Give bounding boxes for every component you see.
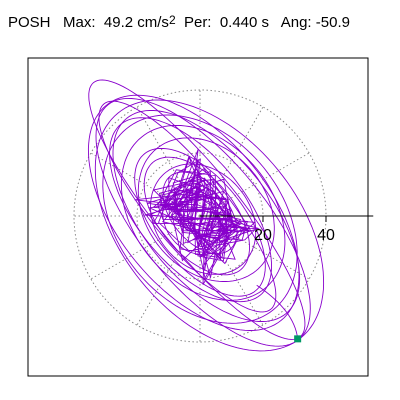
plot-header: POSH Max: 49.2 cm/s2 Per: 0.440 s Ang: -… — [8, 13, 350, 32]
trace-loop-9 — [143, 156, 250, 276]
trace-loop-4 — [102, 114, 298, 324]
trace-loop-8 — [137, 137, 275, 282]
trace-core — [134, 148, 260, 285]
radial-tick-label-20: 20 — [254, 227, 272, 244]
radial-axis: 20 40 — [200, 215, 374, 244]
max-unit: cm/s — [137, 14, 169, 31]
max-unit-exponent: 2 — [168, 13, 176, 27]
trace-loop-6 — [120, 124, 286, 301]
trace-loop-14 — [94, 99, 325, 352]
period-value: 0.440 s — [219, 14, 270, 31]
end-point-layer — [294, 335, 302, 343]
trace-loop-1 — [95, 97, 311, 347]
trace-loop-7 — [134, 147, 266, 297]
period-label: Per: — [183, 14, 212, 31]
motion-trace — [87, 79, 325, 352]
angle-value: -50.9 — [315, 14, 350, 31]
trace-tail — [256, 284, 299, 339]
trace-loop-10 — [150, 163, 257, 275]
plot-frame — [27, 57, 369, 377]
trace-loop-15 — [98, 100, 277, 313]
end-point-marker — [294, 335, 302, 343]
max-label: Max: — [63, 14, 96, 31]
station-code: POSH — [8, 14, 51, 31]
radial-tick-label-40: 40 — [317, 227, 335, 244]
trace-loop-0 — [88, 79, 306, 340]
grid-spoke-240 — [136, 215, 201, 326]
trace-loop-3 — [112, 110, 301, 322]
trace-loop-5 — [109, 117, 272, 303]
max-value: 49.2 — [103, 14, 134, 31]
trace-loop-2 — [87, 94, 300, 331]
angle-label: Ang: — [280, 14, 312, 31]
